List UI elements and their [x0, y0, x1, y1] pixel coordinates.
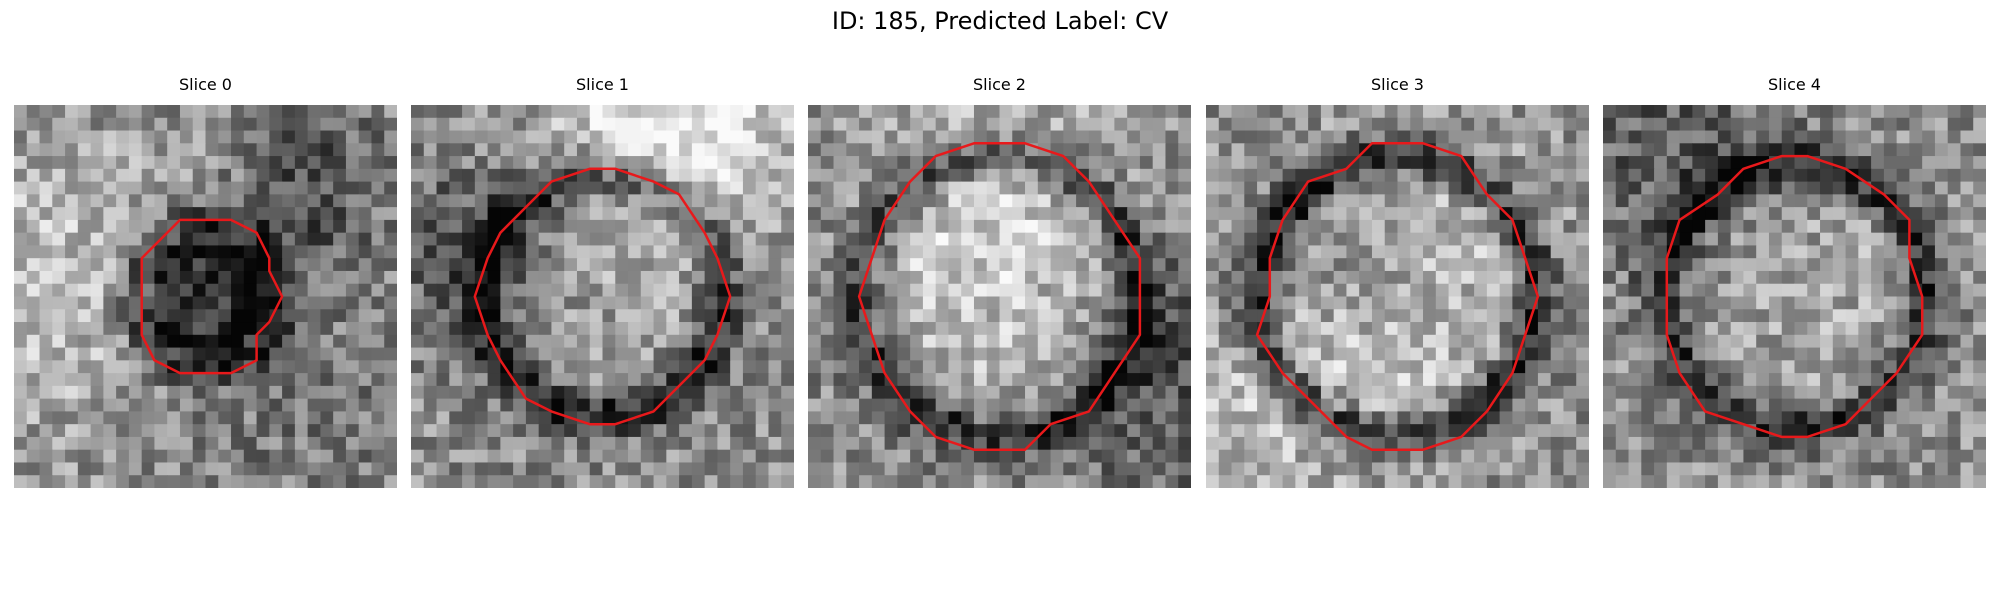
slice-image-2 [808, 105, 1191, 488]
slice-panel-1: Slice 1 [411, 75, 794, 488]
pixel-grid [1206, 105, 1589, 488]
figure-title: ID: 185, Predicted Label: CV [831, 7, 1169, 35]
slice-image-1 [411, 105, 794, 488]
slice-panel-4: Slice 4 [1603, 75, 1986, 488]
slice-title-3: Slice 3 [1371, 75, 1424, 94]
slice-title-0: Slice 0 [179, 75, 232, 94]
pixel-grid [808, 105, 1191, 488]
slice-image-4 [1603, 105, 1986, 488]
slice-title-1: Slice 1 [576, 75, 629, 94]
slice-panel-2: Slice 2 [808, 75, 1191, 488]
slice-panel-3: Slice 3 [1206, 75, 1589, 488]
segmentation-contour [1255, 142, 1540, 451]
segmentation-contour [1665, 154, 1924, 439]
segmentation-contour [473, 167, 732, 426]
segmentation-contour [140, 218, 284, 375]
pixel-grid [14, 105, 397, 488]
segmentation-contour [857, 142, 1142, 451]
pixel-grid [411, 105, 794, 488]
slice-title-4: Slice 4 [1768, 75, 1821, 94]
slice-image-0 [14, 105, 397, 488]
slice-title-2: Slice 2 [973, 75, 1026, 94]
slice-image-3 [1206, 105, 1589, 488]
slice-panel-0: Slice 0 [14, 75, 397, 488]
pixel-grid [1603, 105, 1986, 488]
